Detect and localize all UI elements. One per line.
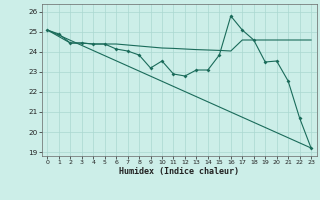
X-axis label: Humidex (Indice chaleur): Humidex (Indice chaleur)	[119, 167, 239, 176]
